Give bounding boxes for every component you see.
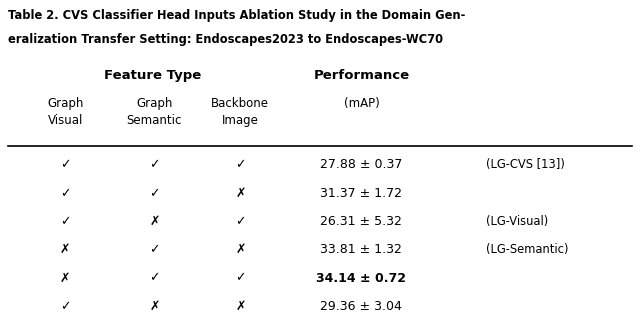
Text: (mAP): (mAP) [344,97,380,110]
Text: Table 2. CVS Classifier Head Inputs Ablation Study in the Domain Gen-: Table 2. CVS Classifier Head Inputs Abla… [8,9,465,22]
Text: ✓: ✓ [149,187,159,200]
Text: ✗: ✗ [235,300,246,313]
Text: ✗: ✗ [60,272,70,285]
Text: (LG-Visual): (LG-Visual) [486,215,548,228]
Text: 27.88 ± 0.37: 27.88 ± 0.37 [320,158,403,171]
Text: 29.36 ± 3.04: 29.36 ± 3.04 [321,300,403,313]
Text: Backbone
Image: Backbone Image [211,97,269,127]
Text: Performance: Performance [314,69,410,82]
Text: ✓: ✓ [235,215,246,228]
Text: ✗: ✗ [60,243,70,256]
Text: ✗: ✗ [149,215,159,228]
Text: ✗: ✗ [235,243,246,256]
Text: Feature Type: Feature Type [104,69,202,82]
Text: ✓: ✓ [60,300,70,313]
Text: (LG-Semantic): (LG-Semantic) [486,243,568,256]
Text: 34.14 ± 0.72: 34.14 ± 0.72 [316,272,406,285]
Text: ✗: ✗ [235,187,246,200]
Text: 31.37 ± 1.72: 31.37 ± 1.72 [321,187,403,200]
Text: ✗: ✗ [149,300,159,313]
Text: Graph
Visual: Graph Visual [47,97,83,127]
Text: ✓: ✓ [60,187,70,200]
Text: ✓: ✓ [235,272,246,285]
Text: ✓: ✓ [235,158,246,171]
Text: 26.31 ± 5.32: 26.31 ± 5.32 [321,215,403,228]
Text: ✓: ✓ [60,158,70,171]
Text: (LG-CVS [13]): (LG-CVS [13]) [486,158,564,171]
Text: ✓: ✓ [149,272,159,285]
Text: eralization Transfer Setting: Endoscapes2023 to Endoscapes-WC70: eralization Transfer Setting: Endoscapes… [8,32,443,46]
Text: ✓: ✓ [60,215,70,228]
Text: 33.81 ± 1.32: 33.81 ± 1.32 [321,243,403,256]
Text: ✓: ✓ [149,158,159,171]
Text: ✓: ✓ [149,243,159,256]
Text: Graph
Semantic: Graph Semantic [127,97,182,127]
